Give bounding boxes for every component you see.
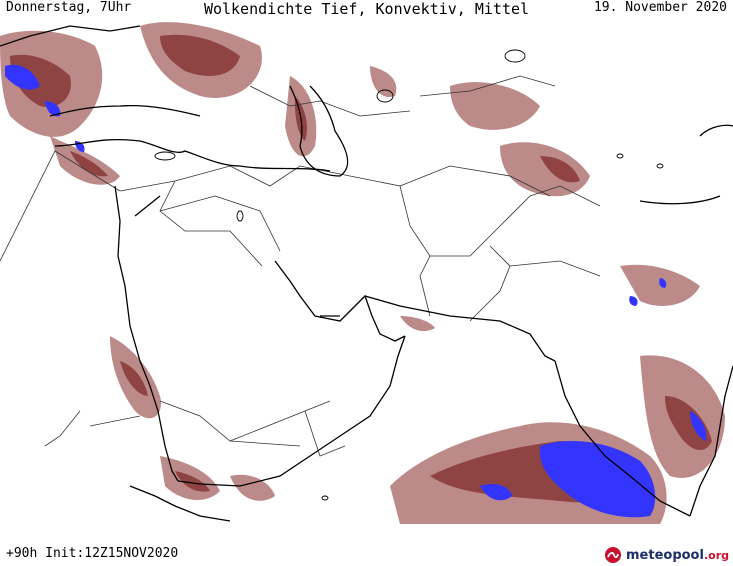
cloud-density-map: [0, 16, 733, 524]
forecast-date-label: 19. November 2020: [593, 0, 727, 15]
brand-name-text: meteopool: [626, 547, 704, 563]
lakes-and-islands: [154, 49, 664, 501]
init-time-label: +90h Init:12Z15NOV2020: [6, 546, 179, 561]
cloud-layer: [0, 22, 725, 524]
forecast-day-label: Donnerstag, 7Uhr: [6, 0, 132, 15]
brand-tld: .org: [703, 548, 729, 562]
brand-name: meteopool.org: [626, 548, 729, 563]
brand[interactable]: meteopool.org: [604, 545, 729, 565]
country-borders: [0, 75, 601, 457]
map-title: Wolkendichte Tief, Konvektiv, Mittel: [203, 0, 530, 18]
coastlines: [0, 25, 733, 522]
meteopool-logo-icon: [605, 547, 621, 563]
